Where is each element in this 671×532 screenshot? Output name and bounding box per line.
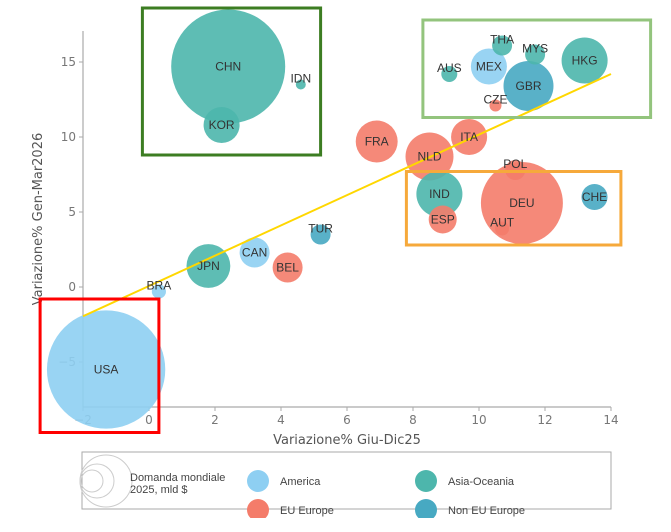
legend-swatch [415,470,437,492]
bubble-aut[interactable] [495,221,510,236]
size-legend: Domanda mondiale 2025, mld $ [79,454,225,508]
legend-swatch [415,499,437,518]
size-legend-circle-small [80,469,104,493]
bubble-label-mys: MYS [522,42,548,56]
bubble-esp[interactable] [428,205,457,234]
bubble-label-gbr: GBR [515,79,541,93]
asia-highlight-box [140,6,323,157]
bubble-labels: USA BRA CAN MEX CHN KOR IDN JPN IND AUS THA MYS HKG F… [94,33,607,377]
europe-highlight-box [404,170,623,247]
trendline [82,73,612,318]
x-ticks: −202468101214 [74,407,619,427]
x-tick-label: 0 [145,413,153,427]
bubble-can[interactable] [239,237,270,268]
size-legend-circle-large [79,454,133,508]
bubble-jpn[interactable] [186,244,231,288]
legend-item-non-eu-europe[interactable]: Non EU Europe [415,499,525,521]
bubble-usa[interactable] [46,310,166,429]
legend: Domanda mondiale 2025, mld $ America Asia… [79,451,612,521]
top-right-highlight-box [421,18,653,119]
legend-label: EU Europe [280,505,334,517]
bubble-idn[interactable] [295,79,306,90]
bubble-label-deu: DEU [509,196,534,210]
bubble-label-tha: THA [490,33,514,47]
color-legend: America Asia-Oceania EU Europe Non EU Europ… [247,470,525,521]
bubble-gbr[interactable] [503,61,554,111]
bubble-ita[interactable] [451,118,488,156]
y-tick-label: 5 [68,205,76,219]
bubble-tha[interactable] [492,35,513,56]
legend-item-eu-europe[interactable]: EU Europe [247,499,334,521]
highlight-box-outlines [38,6,653,434]
y-tick-label: 0 [68,280,76,294]
y-axis-title: Variazione% Gen-Mar2026 [31,133,46,306]
bubble-label-bel: BEL [276,261,299,275]
bubble-che[interactable] [581,183,608,211]
bubble-label-tur: TUR [308,222,333,236]
bubble-label-nld: NLD [417,150,441,164]
x-tick-label: 4 [277,413,285,427]
legend-swatch [247,499,269,518]
x-tick-label: 6 [343,413,351,427]
bubble-bra[interactable] [151,284,166,299]
bubble-aus[interactable] [441,66,458,82]
trendline-layer [82,73,612,318]
bubble-mex[interactable] [470,48,507,85]
bubble-label-hkg: HKG [572,54,598,68]
legend-label: Asia-Oceania [448,476,515,488]
x-tick-label: 2 [211,413,219,427]
axes: −202468101214 −5051015 Variazione% Giu-D… [31,31,619,448]
legend-item-asia-oceania[interactable]: Asia-Oceania [415,470,515,492]
bubbles [46,9,608,429]
legend-label: Non EU Europe [448,505,525,517]
bubble-label-chn: CHN [215,60,241,74]
bubble-cze[interactable] [489,99,502,112]
x-tick-label: 10 [471,413,486,427]
bubble-mys[interactable] [525,44,546,65]
y-tick-label: 15 [61,55,76,69]
size-legend-circle-medium [79,463,115,499]
size-legend-title-line2: 2025, mld $ [130,484,187,496]
legend-item-america[interactable]: America [247,470,321,492]
x-tick-label: 12 [537,413,552,427]
bubble-label-kor: KOR [209,118,235,132]
legend-frame [81,451,612,510]
bubble-kor[interactable] [203,106,240,144]
bubble-label-esp: ESP [431,213,455,227]
bubble-ind[interactable] [416,170,463,218]
bubble-hkg[interactable] [561,37,608,84]
bubble-label-usa: USA [94,363,119,377]
bubble-label-fra: FRA [365,135,389,149]
bubble-label-bra: BRA [147,279,172,293]
bubble-label-jpn: JPN [197,259,220,273]
bubble-tur[interactable] [310,224,331,245]
size-legend-title-line1: Domanda mondiale [130,472,225,484]
x-tick-label: 14 [603,413,618,427]
bubble-bel[interactable] [272,252,303,283]
y-tick-label: 10 [61,130,76,144]
bubble-label-can: CAN [242,246,267,260]
bubble-label-idn: IDN [290,72,311,86]
x-axis-title: Variazione% Giu-Dic25 [273,433,421,448]
bubble-label-ita: ITA [460,130,478,144]
x-tick-label: 8 [409,413,417,427]
bubble-label-aut: AUT [490,216,515,230]
bubble-fra[interactable] [355,120,398,163]
bubble-label-cze: CZE [484,93,508,107]
bubble-label-mex: MEX [476,60,502,74]
bubble-label-pol: POL [503,157,527,171]
legend-swatch [247,470,269,492]
legend-label: America [280,476,321,488]
bubble-label-che: CHE [582,190,607,204]
bubble-chn[interactable] [171,9,286,124]
usa-highlight-box [38,297,161,434]
bubble-label-ind: IND [429,187,450,201]
bubble-label-aus: AUS [437,61,462,75]
